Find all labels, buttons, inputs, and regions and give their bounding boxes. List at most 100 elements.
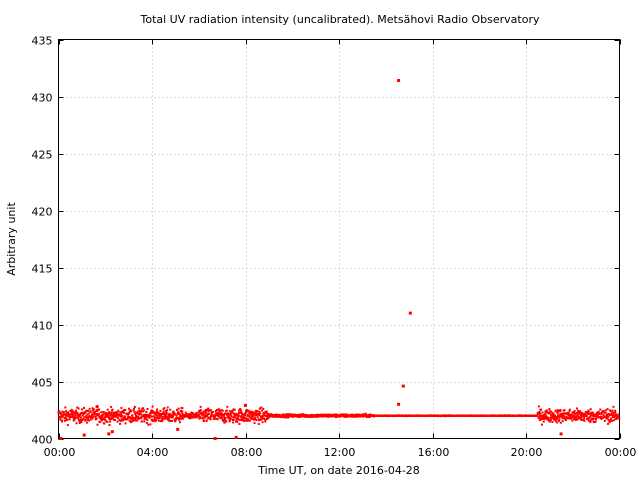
data-point [138,407,141,410]
y-tick-label: 415 [32,263,53,276]
data-point [578,411,581,414]
data-point [124,416,127,419]
data-point [239,408,242,411]
data-point [97,408,100,411]
data-point [209,418,212,421]
data-point [169,414,171,417]
data-point [576,418,579,420]
data-point [64,419,66,422]
data-point [263,413,266,416]
data-point [115,415,118,418]
data-point [109,414,112,417]
data-point [176,417,179,420]
data-point [219,417,222,420]
data-point [122,411,125,414]
data-point [552,412,555,415]
data-point [133,407,135,410]
data-point [109,420,112,423]
data-point [147,413,150,416]
data-point [538,411,541,413]
data-point [86,418,89,421]
data-point [217,408,220,411]
data-point [156,414,159,417]
data-point [601,416,604,419]
data-point [98,412,101,415]
axis-ticks [58,39,621,440]
data-point [155,412,158,414]
data-point [162,408,165,411]
data-point [75,416,78,419]
data-point [173,412,176,414]
data-point [583,419,586,422]
data-point [227,415,230,418]
data-point [259,412,262,415]
data-point [82,417,85,420]
data-point [232,418,235,421]
data-point [607,418,610,421]
data-point [167,414,170,417]
data-point [150,418,153,421]
data-point [176,413,179,416]
data-point [251,410,254,413]
data-point [224,419,227,422]
data-point [538,416,541,419]
data-point [124,409,127,412]
data-point [568,408,571,411]
data-point [144,413,147,416]
data-point [149,423,152,426]
data-point [544,417,547,420]
y-tick-label: 405 [32,377,53,390]
data-point [119,422,121,425]
data-point [162,413,165,415]
data-point [541,415,544,418]
data-point [140,413,142,416]
data-point [164,417,167,420]
data-point [224,417,227,419]
data-point [234,420,237,423]
data-point [542,420,545,423]
data-point [133,410,136,413]
data-point [585,415,588,418]
data-point [146,408,149,410]
data-point [595,416,598,418]
data-point [64,406,67,409]
data-point [73,419,76,422]
data-point [217,413,220,416]
data-point [229,419,232,422]
data-point [114,419,117,422]
data-point [103,411,106,414]
outlier-point [397,79,401,82]
data-point [81,414,84,417]
data-point [145,411,148,413]
data-point [252,414,255,417]
data-point [108,411,111,414]
data-point [105,420,108,423]
data-point [219,412,222,415]
data-point [333,413,336,416]
data-point [540,418,543,421]
data-point [606,417,609,420]
data-point [205,419,208,422]
y-tick-label: 420 [32,206,53,219]
chart-title: Total UV radiation intensity (uncalibrat… [140,13,540,26]
data-point [265,418,268,420]
data-point [540,408,542,411]
data-point [173,413,176,416]
data-point [566,413,569,416]
data-point [597,410,600,413]
data-point [123,409,126,411]
data-point [543,414,545,417]
data-point [221,409,224,412]
outlier-point [397,402,401,406]
data-point [556,421,559,424]
data-point [202,412,204,415]
data-point [90,413,93,416]
data-point [76,406,79,409]
data-point [597,416,600,419]
data-point [608,409,611,412]
data-point [101,416,104,419]
data-point [120,407,123,409]
x-tick-label: 20:00 [511,446,543,459]
outlier-point [107,432,111,436]
data-point [102,413,105,416]
